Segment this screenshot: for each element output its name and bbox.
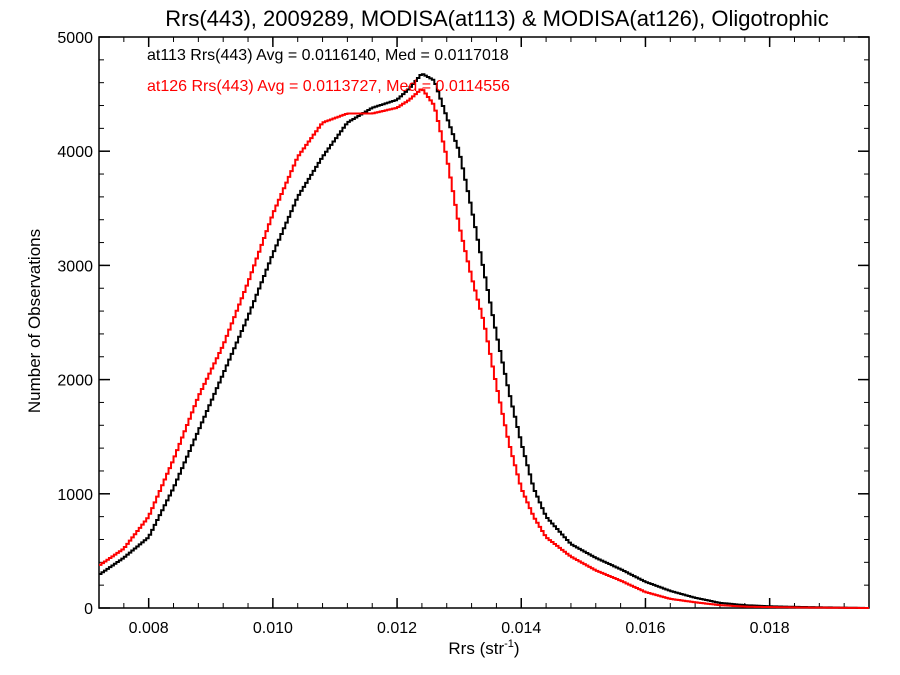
x-axis-title-main: Rrs (str	[448, 639, 504, 658]
chart-title: Rrs(443), 2009289, MODISA(at113) & MODIS…	[165, 6, 829, 31]
x-tick-label: 0.010	[253, 620, 293, 637]
y-axis-title: Number of Observations	[25, 229, 44, 413]
x-axis-title: Rrs (str-1)	[448, 638, 519, 658]
x-tick-label: 0.016	[625, 620, 665, 637]
x-tick-label: 0.008	[129, 620, 169, 637]
series-line-1	[99, 88, 869, 609]
y-tick-label: 4000	[57, 144, 93, 161]
y-tick-label: 2000	[57, 373, 93, 390]
legend-entry-at113: at113 Rrs(443) Avg = 0.0116140, Med = 0.…	[147, 47, 509, 64]
x-tick-label: 0.012	[377, 620, 417, 637]
x-axis: 0.008 0.010 0.012 0.014 0.016 0.018	[98, 37, 870, 637]
y-tick-label: 1000	[57, 487, 93, 504]
series-layer	[99, 73, 869, 609]
y-tick-label: 5000	[57, 30, 93, 47]
x-axis-title-sup: -1	[504, 638, 514, 650]
series-line-0	[99, 73, 869, 609]
plot-frame	[98, 36, 870, 609]
y-axis: 0 1000 2000 3000 4000 5000	[57, 30, 869, 618]
y-tick-label: 3000	[57, 258, 93, 275]
x-tick-label: 0.014	[501, 620, 541, 637]
y-tick-label: 0	[84, 601, 93, 618]
x-axis-title-close: )	[514, 639, 520, 658]
x-tick-label: 0.018	[750, 620, 790, 637]
legend-entry-at126: at126 Rrs(443) Avg = 0.0113727, Med = 0.…	[147, 78, 510, 95]
